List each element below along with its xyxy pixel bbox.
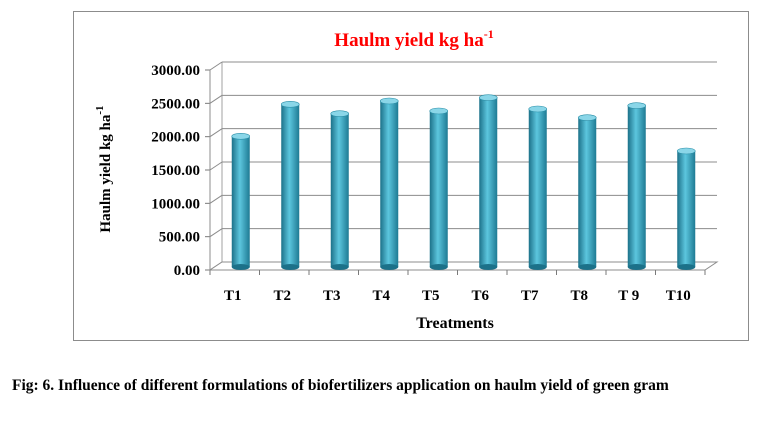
x-tick-label: T 9 bbox=[618, 288, 639, 304]
bar-top bbox=[478, 94, 498, 101]
grid-diagonal bbox=[209, 228, 223, 238]
grid-diagonal bbox=[209, 194, 223, 204]
bar bbox=[280, 101, 300, 270]
chart-title: Haulm yield kg ha-1 bbox=[334, 27, 493, 51]
bar-body bbox=[677, 151, 696, 267]
y-tick-label: 2000.00 bbox=[151, 130, 200, 146]
x-tick-label: T2 bbox=[273, 288, 291, 304]
x-tick-label: T7 bbox=[521, 288, 539, 304]
bar bbox=[330, 110, 350, 270]
grid-diagonal bbox=[209, 94, 223, 104]
grid-diagonal bbox=[209, 61, 223, 71]
y-tick-label: 0.00 bbox=[174, 263, 200, 279]
bar-base bbox=[380, 264, 399, 270]
bar-base bbox=[281, 264, 300, 270]
bar-top bbox=[577, 114, 597, 121]
bar-body bbox=[528, 109, 547, 267]
bar bbox=[231, 133, 251, 270]
bar bbox=[429, 107, 449, 270]
bar-body bbox=[231, 136, 250, 267]
x-tick-label: T3 bbox=[323, 288, 341, 304]
y-tick-label: 2500.00 bbox=[151, 96, 200, 112]
bar-top bbox=[330, 110, 350, 117]
x-tick-label: T1 bbox=[224, 288, 242, 304]
bar bbox=[676, 147, 696, 270]
bar-base bbox=[479, 264, 498, 270]
bar-top bbox=[528, 105, 548, 113]
bar-top bbox=[231, 133, 251, 140]
bar-top bbox=[676, 147, 696, 155]
bar-body bbox=[330, 113, 349, 268]
bar-base bbox=[429, 264, 448, 270]
bar-body bbox=[479, 97, 498, 268]
bar-base bbox=[627, 264, 646, 270]
bar-body bbox=[627, 105, 646, 268]
bar-base bbox=[677, 264, 696, 270]
bar-base bbox=[330, 264, 349, 270]
bar bbox=[627, 102, 647, 270]
grid-diagonal bbox=[209, 161, 223, 171]
bar bbox=[379, 97, 399, 270]
bar bbox=[577, 114, 597, 270]
bar-body bbox=[380, 101, 399, 267]
y-tick-label: 500.00 bbox=[159, 230, 200, 246]
y-tick-label: 3000.00 bbox=[151, 63, 200, 79]
x-tick-label: T6 bbox=[471, 288, 489, 304]
x-tick-label: T5 bbox=[422, 288, 440, 304]
bar-base bbox=[578, 264, 597, 270]
x-tick-label: T4 bbox=[372, 288, 390, 304]
bar-base bbox=[528, 264, 547, 270]
bar-top bbox=[429, 107, 449, 115]
bar-base bbox=[231, 264, 250, 270]
bar bbox=[478, 94, 498, 270]
y-axis-label: Haulm yield kg ha-1 bbox=[94, 105, 114, 232]
bar-body bbox=[429, 111, 448, 267]
y-tick-label: 1000.00 bbox=[151, 196, 200, 212]
y-tick-labels: 0.00 500.00 1000.00 1500.00 2000.00 2500.00 30… bbox=[151, 63, 200, 279]
bar-top bbox=[379, 97, 399, 105]
bar-top bbox=[280, 101, 300, 108]
x-tick-labels: T1 T2 T3 T4 T5 T6 T7 T8 T 9 T10 bbox=[224, 288, 691, 304]
bar-body bbox=[281, 104, 300, 267]
bar-top bbox=[627, 102, 647, 109]
y-tick-label: 1500.00 bbox=[151, 163, 200, 179]
x-axis-label: Treatments bbox=[416, 315, 494, 332]
bars bbox=[231, 94, 696, 270]
figure-caption: Fig: 6. Influence of different formulati… bbox=[12, 377, 669, 394]
x-tick-label: T10 bbox=[666, 288, 691, 304]
x-tick-label: T8 bbox=[570, 288, 588, 304]
bar bbox=[528, 105, 548, 270]
bar-body bbox=[578, 117, 597, 268]
grid-diagonal bbox=[209, 128, 223, 138]
